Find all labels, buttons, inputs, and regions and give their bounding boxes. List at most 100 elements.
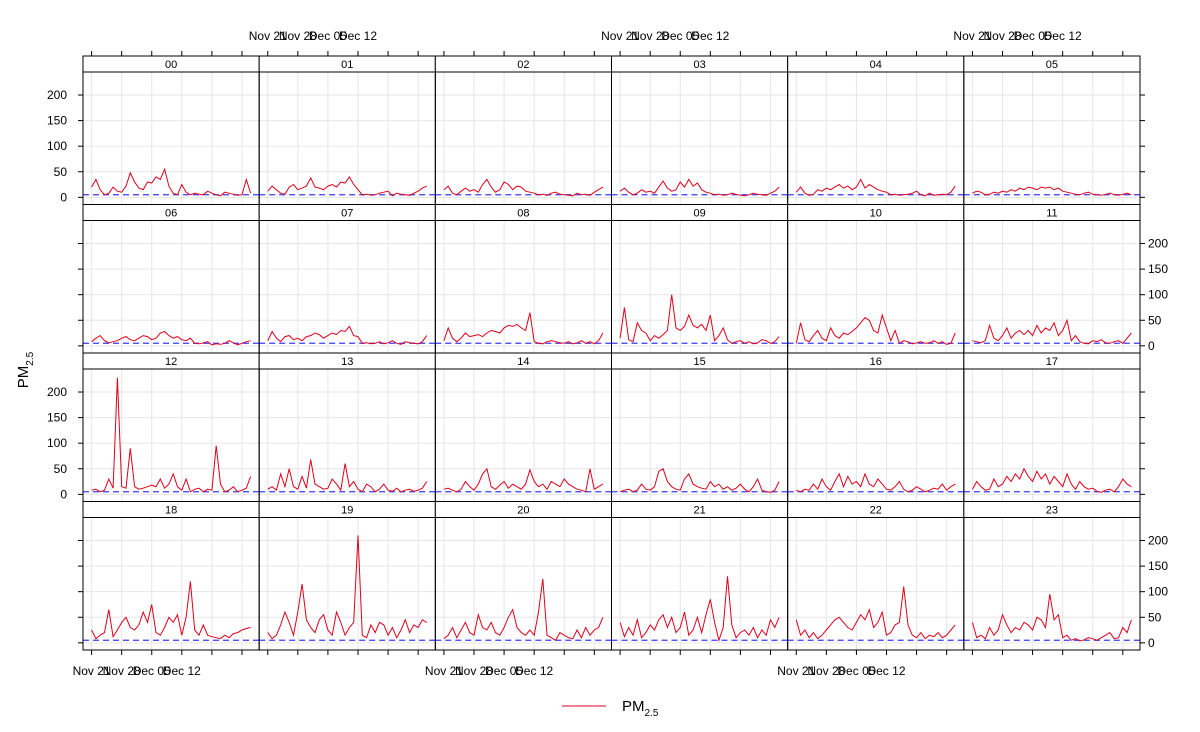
panel-frame-11 <box>963 204 1141 354</box>
x-tick-label-top: Dec 05 <box>661 29 699 43</box>
strip-box-23 <box>963 501 1141 518</box>
panel-frame-05 <box>963 55 1141 205</box>
series-line-hour-18 <box>91 581 251 640</box>
series-line-hour-00 <box>91 167 252 197</box>
strip-label-20: 20 <box>517 505 529 517</box>
y-tick-label-left: 50 <box>54 165 68 179</box>
series-line-hour-12 <box>91 377 252 493</box>
y-tick-label-right: 0 <box>1148 339 1155 353</box>
panel-frame-19 <box>258 501 436 651</box>
panel-frame-13 <box>258 352 436 502</box>
panel-frame-09 <box>611 204 789 354</box>
y-tick-label-right: 200 <box>1148 237 1168 251</box>
x-tick-label-top: Nov 28 <box>631 29 669 43</box>
series-line-hour-17 <box>971 467 1132 493</box>
strip-label-17: 17 <box>1046 356 1058 368</box>
strip-label-16: 16 <box>870 356 882 368</box>
panel-frame-22 <box>787 501 965 651</box>
panel-frame-02 <box>434 55 613 205</box>
panel-frame-00 <box>82 55 260 205</box>
y-tick-label-left: 0 <box>60 190 67 204</box>
strip-label-08: 08 <box>517 208 529 220</box>
strip-label-03: 03 <box>693 59 705 71</box>
x-tick-label-top: Dec 05 <box>1014 29 1052 43</box>
series-line-hour-23 <box>971 594 1132 642</box>
y-tick-label-left: 0 <box>60 487 67 501</box>
strip-label-11: 11 <box>1046 208 1057 220</box>
legend: PM2.5 <box>562 698 659 719</box>
series-line-hour-08 <box>443 312 604 345</box>
x-tick-label-bottom: Dec 12 <box>163 664 201 678</box>
panel-frame-14 <box>434 352 613 502</box>
x-tick-label-bottom: Nov 21 <box>777 664 815 678</box>
strip-label-15: 15 <box>693 356 705 368</box>
x-tick-label-bottom: Nov 28 <box>455 664 493 678</box>
strip-label-14: 14 <box>517 356 529 368</box>
strip-label-01: 01 <box>341 59 353 71</box>
series-line-hour-05 <box>972 186 1132 196</box>
strip-label-18: 18 <box>165 505 177 517</box>
x-tick-label-bottom: Dec 05 <box>485 664 523 678</box>
strip-box-17 <box>963 352 1141 370</box>
strip-label-04: 04 <box>870 59 882 71</box>
panel-frame-10 <box>787 204 965 354</box>
y-tick-label-right: 200 <box>1148 534 1168 548</box>
x-tick-label-top: Dec 12 <box>339 29 377 43</box>
series-line-hour-10 <box>795 313 956 345</box>
x-tick-label-bottom: Nov 28 <box>807 664 845 678</box>
series-line-hour-13 <box>267 459 428 493</box>
x-tick-label-top: Dec 12 <box>691 29 729 43</box>
y-tick-label-right: 50 <box>1148 313 1162 327</box>
y-tick-label-right: 150 <box>1148 559 1168 573</box>
x-tick-label-top: Dec 05 <box>309 29 347 43</box>
series-line-hour-04 <box>795 178 956 197</box>
series-line-hour-14 <box>443 467 604 493</box>
y-tick-label-right: 0 <box>1148 636 1155 650</box>
strip-label-05: 05 <box>1046 59 1058 71</box>
y-tick-label-left: 50 <box>54 462 68 476</box>
x-tick-label-bottom: Dec 05 <box>133 664 171 678</box>
y-tick-label-right: 100 <box>1148 288 1168 302</box>
y-tick-label-left: 100 <box>47 436 67 450</box>
series-line-hour-01 <box>267 175 427 197</box>
y-tick-label-left: 150 <box>47 411 67 425</box>
strip-label-22: 22 <box>870 505 882 517</box>
series-line-hour-07 <box>267 325 428 345</box>
series-line-hour-16 <box>796 472 956 493</box>
strip-box-11 <box>963 204 1141 221</box>
panel-frame-03 <box>611 55 789 205</box>
panel-frame-18 <box>82 501 260 651</box>
y-tick-label-left: 200 <box>47 88 67 102</box>
series-line-hour-02 <box>443 178 604 197</box>
x-tick-label-top: Nov 21 <box>953 29 991 43</box>
legend-label: PM2.5 <box>622 698 659 719</box>
x-tick-label-bottom: Dec 12 <box>867 664 905 678</box>
panel-frame-06 <box>82 204 260 354</box>
y-axis-label: PM2.5 <box>15 351 36 388</box>
x-tick-label-bottom: Nov 28 <box>103 664 141 678</box>
x-tick-label-top: Nov 28 <box>983 29 1021 43</box>
panel-frame-15 <box>611 352 789 502</box>
panel-frame-08 <box>434 204 613 354</box>
panel-frame-16 <box>787 352 965 502</box>
panel-strips: 00 01 02 03 04 05 06 07 08 09 10 11 12 13 14 15 16 17 18 19… <box>82 55 1141 518</box>
strip-label-07: 07 <box>341 208 353 220</box>
y-tick-label-right: 50 <box>1148 610 1162 624</box>
strip-label-12: 12 <box>165 356 177 368</box>
grid-layer <box>83 72 1140 650</box>
strip-label-09: 09 <box>693 208 705 220</box>
series-line-hour-06 <box>91 330 251 346</box>
series-line-hour-03 <box>619 178 780 197</box>
series-line-hour-09 <box>619 294 780 345</box>
strip-label-10: 10 <box>870 208 882 220</box>
y-tick-label-left: 200 <box>47 385 67 399</box>
panel-frame-17 <box>963 352 1141 502</box>
series-lines <box>91 167 1132 643</box>
strip-label-23: 23 <box>1046 505 1058 517</box>
x-tick-label-bottom: Nov 21 <box>73 664 111 678</box>
x-tick-label-top: Nov 28 <box>279 29 317 43</box>
series-line-hour-21 <box>619 576 780 643</box>
strip-box-05 <box>963 55 1141 73</box>
